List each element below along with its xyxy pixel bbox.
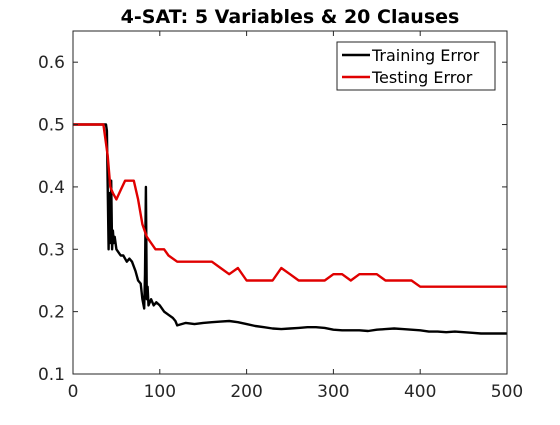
x-tick-label: 500 <box>491 382 523 402</box>
y-tick-label: 0.6 <box>38 53 65 73</box>
legend-label-2: Testing Error <box>371 68 473 87</box>
y-tick-label: 0.2 <box>38 303 65 323</box>
y-tick-label: 0.3 <box>38 240 65 260</box>
x-tick-label: 200 <box>230 382 262 402</box>
plot-frame <box>72 30 508 375</box>
legend-box <box>336 41 496 91</box>
x-tick-label: 300 <box>317 382 349 402</box>
x-tick-label: 400 <box>404 382 436 402</box>
x-tick-label: 100 <box>144 382 176 402</box>
x-tick-label: 0 <box>68 382 79 402</box>
series-line-2 <box>73 123 507 288</box>
y-tick-label: 0.4 <box>38 178 65 198</box>
y-tick-label: 0.5 <box>38 116 65 136</box>
series-line-1 <box>73 123 507 335</box>
y-tick-label: 0.1 <box>38 365 65 385</box>
legend-label-1: Training Error <box>371 46 480 65</box>
chart-title: 4-SAT: 5 Variables & 20 Clauses <box>121 6 460 28</box>
